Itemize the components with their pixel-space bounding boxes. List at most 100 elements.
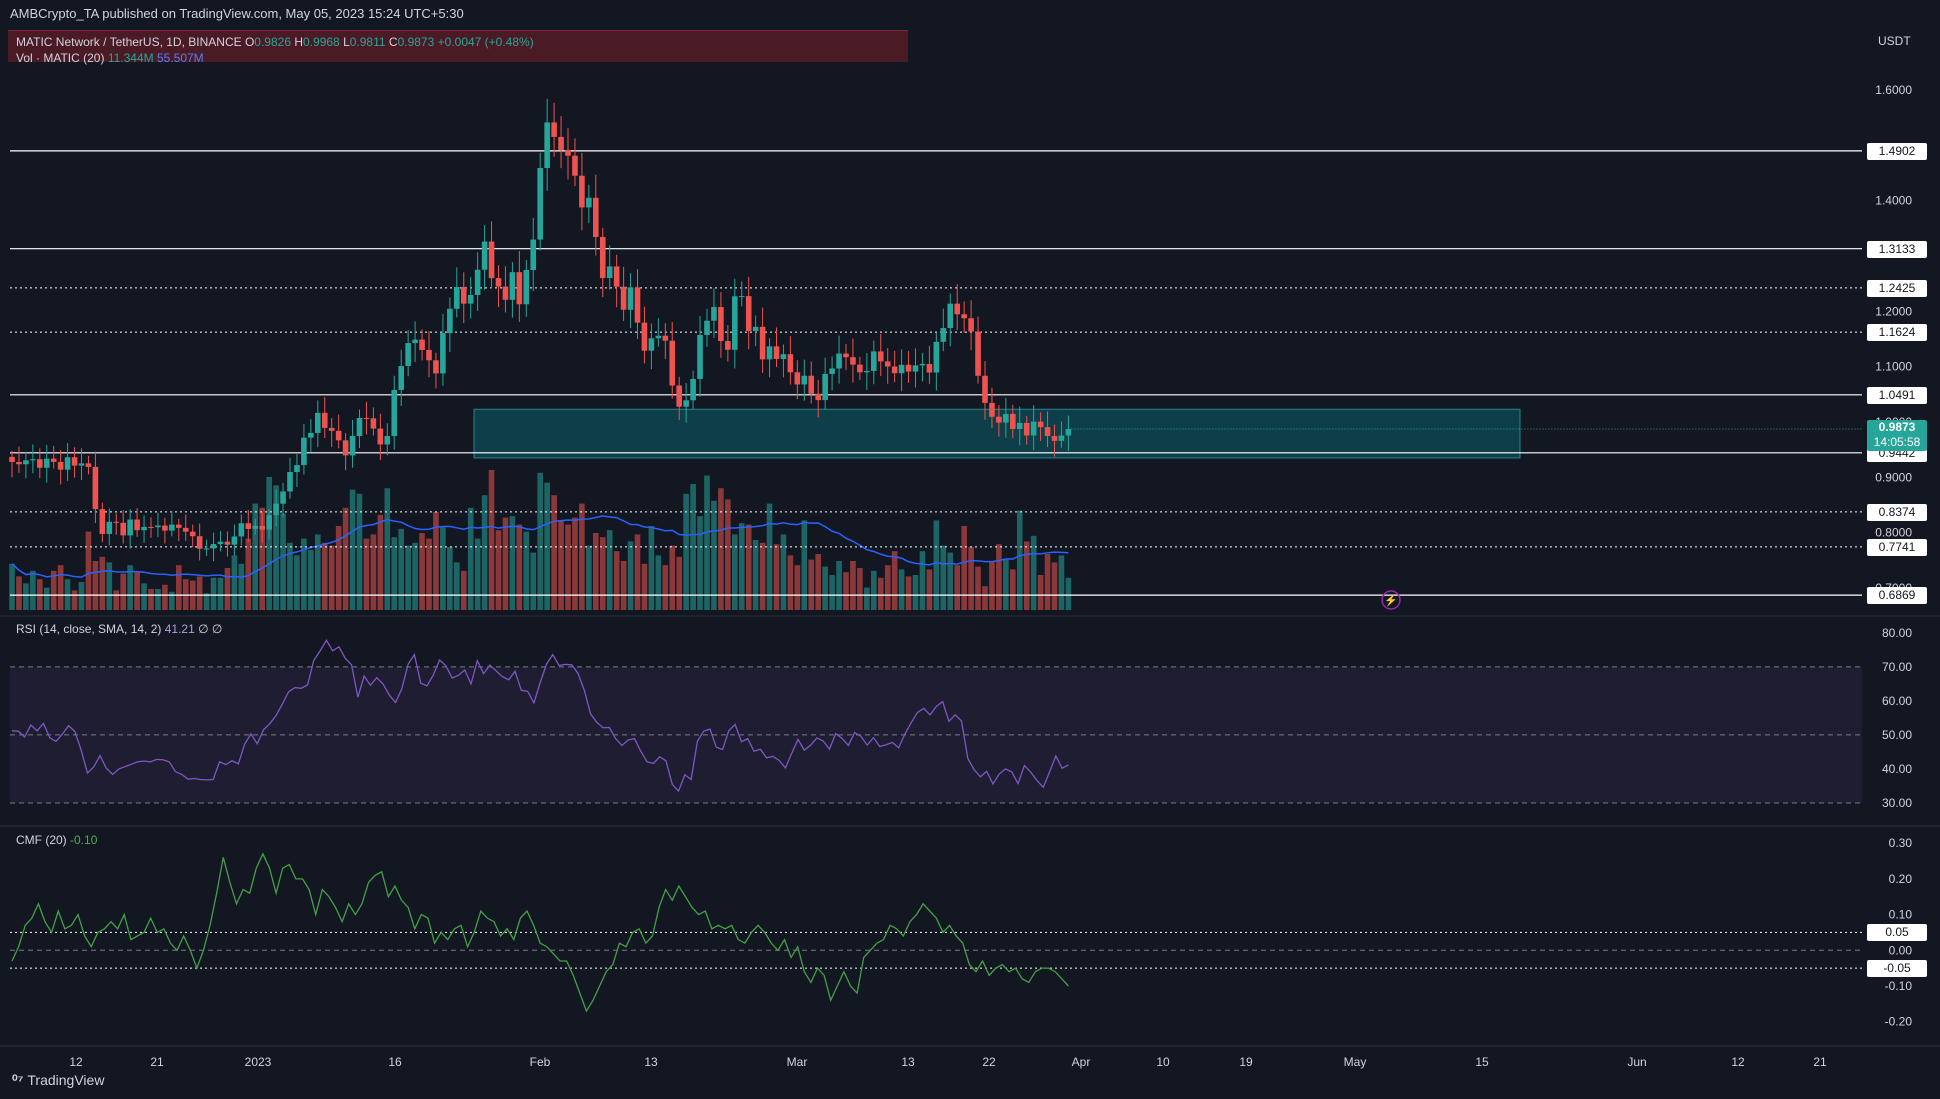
candle-body [328, 427, 335, 431]
rsi-axis-tick: 30.00 [1882, 796, 1912, 810]
legend-open-value: 0.9826 [254, 35, 291, 49]
volume-bar [961, 526, 967, 610]
volume-bar [537, 472, 543, 610]
volume-bar [871, 570, 877, 610]
candle-body [523, 270, 530, 305]
volume-bar [99, 556, 106, 610]
candle-body [829, 368, 835, 374]
volume-bar [217, 577, 224, 610]
candle-body [377, 428, 384, 445]
time-axis-tick: 15 [1475, 1055, 1489, 1069]
candle-body [766, 346, 773, 360]
volume-bar [877, 577, 884, 610]
volume-bar [433, 512, 439, 610]
volume-bar [141, 583, 147, 610]
time-axis-tick: 21 [150, 1055, 164, 1069]
candle-body [718, 307, 724, 342]
volume-bar [9, 563, 15, 610]
candle-body [975, 331, 981, 376]
volume-bar [947, 552, 954, 610]
candle-body [1044, 427, 1051, 437]
support-zone [473, 408, 1521, 459]
volume-legend[interactable]: Vol · MATIC (20) 11.344M 55.507M [16, 51, 204, 65]
candle-body [120, 522, 126, 536]
candle-body [113, 521, 120, 523]
volume-bar [280, 513, 286, 610]
volume-bar [481, 495, 488, 610]
candle-body [940, 327, 947, 342]
volume-bar [203, 593, 210, 610]
current-price-tag: 0.9873 14:05:58 [1867, 419, 1927, 451]
candle-body [37, 459, 43, 468]
candle-body [141, 526, 147, 531]
volume-bar [996, 544, 1002, 610]
volume-bar [328, 545, 335, 610]
candle-body [572, 155, 578, 176]
legend-low-label: L [343, 35, 350, 49]
volume-bar [356, 493, 363, 610]
volume-bar [926, 569, 933, 610]
candle-body [982, 375, 988, 403]
volume-bar [558, 520, 564, 610]
lightning-icon-glyph: ⚡ [1384, 594, 1398, 607]
volume-bar [162, 584, 168, 610]
candle-body [356, 418, 363, 437]
volume-bar [196, 576, 203, 610]
volume-bar [85, 531, 92, 610]
volume-bar [148, 589, 154, 610]
candle-body [23, 460, 29, 465]
bar-countdown: 14:05:58 [1873, 434, 1921, 449]
rsi-legend[interactable]: RSI (14, close, SMA, 14, 2) 41.21 ∅ ∅ [16, 622, 222, 636]
candle-body [231, 536, 238, 545]
time-axis-tick: 21 [1813, 1055, 1827, 1069]
candle-body [155, 525, 161, 528]
candle-body [822, 373, 828, 401]
volume-bar [419, 533, 425, 610]
cmf-legend[interactable]: CMF (20) -0.10 [16, 833, 97, 847]
volume-bar [655, 555, 662, 610]
candle-body [419, 339, 425, 350]
rsi-axis-tick: 80.00 [1882, 626, 1912, 640]
volume-bar [134, 572, 140, 610]
candle-body [704, 320, 710, 335]
candle-body [349, 436, 356, 456]
time-axis-tick: 13 [901, 1055, 915, 1069]
volume-bar [426, 538, 432, 610]
volume-bar [43, 587, 50, 610]
cmf-axis-tick: 0.10 [1889, 908, 1913, 922]
volume-bar [641, 563, 648, 610]
volume-bar [113, 590, 120, 610]
rsi-axis-tick: 70.00 [1882, 660, 1912, 674]
rsi-line [11, 639, 1069, 793]
candle-body [1023, 422, 1030, 436]
candle-body [801, 375, 808, 385]
volume-bar [384, 488, 391, 610]
volume-bar [335, 526, 342, 610]
price-axis-tick: 1.6000 [1875, 83, 1912, 97]
candle-body [815, 393, 821, 401]
candle-body [662, 335, 669, 341]
volume-bar [544, 482, 550, 610]
candle-body [92, 466, 99, 510]
volume-ma-line [11, 515, 1069, 578]
volume-bar [71, 590, 78, 610]
volume-bar [23, 583, 29, 610]
candle-body [947, 303, 954, 328]
legend-high-value: 0.9968 [303, 35, 340, 49]
candle-body [134, 519, 140, 531]
volume-bar [523, 531, 530, 610]
volume-bar [829, 575, 835, 610]
time-axis-tick: Jun [1627, 1055, 1646, 1069]
candle-body [794, 372, 801, 385]
candle-body [245, 523, 252, 529]
candle-body [711, 307, 717, 321]
main-legend[interactable]: MATIC Network / TetherUS, 1D, BINANCE O0… [16, 35, 534, 49]
candle-body [989, 402, 995, 417]
candle-body [502, 286, 509, 300]
candle-body [210, 544, 217, 549]
current-price-value: 0.9873 [1878, 419, 1916, 434]
candle-body [189, 531, 196, 537]
time-axis-tick: 12 [69, 1055, 83, 1069]
volume-bar [954, 565, 960, 610]
